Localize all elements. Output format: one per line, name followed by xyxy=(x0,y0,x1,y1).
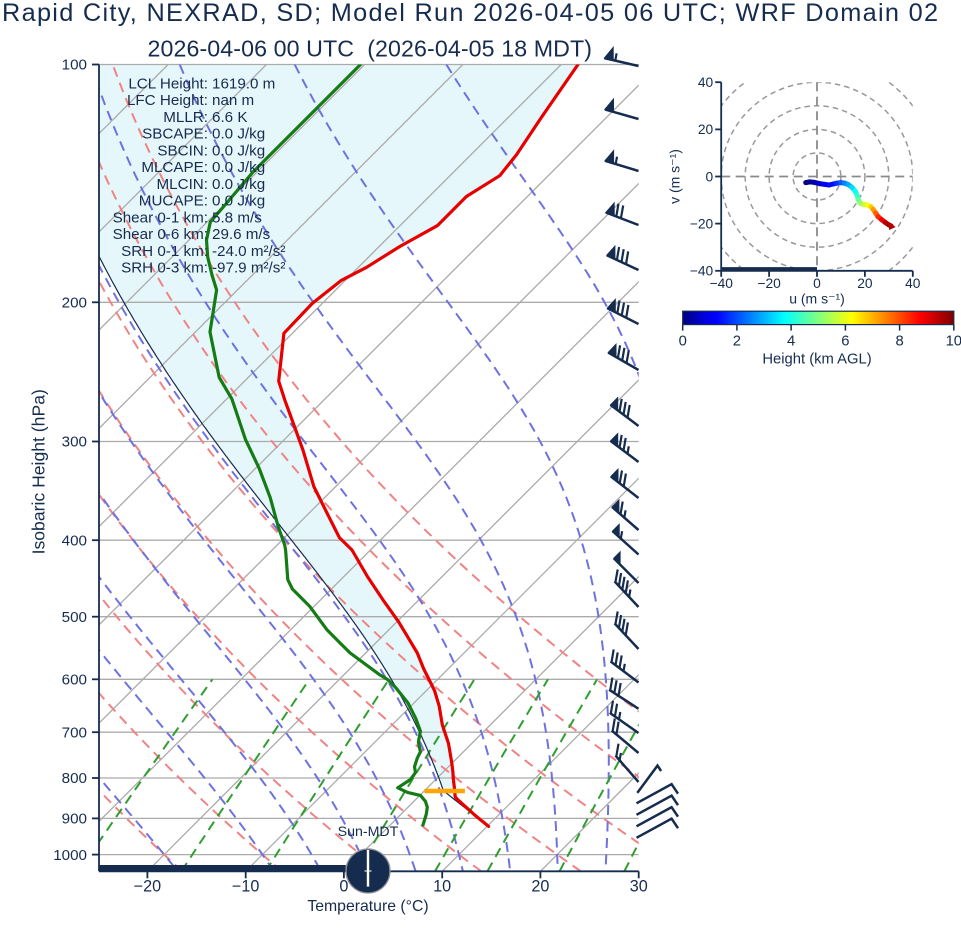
svg-text:-97.9 m²/s²: -97.9 m²/s² xyxy=(212,260,285,277)
svg-text:LFC Height:: LFC Height: xyxy=(127,92,208,109)
svg-text:300: 300 xyxy=(62,434,87,451)
svg-text:20: 20 xyxy=(531,877,549,895)
svg-text:MLLR:: MLLR: xyxy=(163,109,208,126)
svg-text:1000: 1000 xyxy=(53,847,87,864)
svg-text:SRH 0-3 km:: SRH 0-3 km: xyxy=(121,260,208,277)
svg-text:0: 0 xyxy=(679,334,687,350)
svg-text:SBCAPE:: SBCAPE: xyxy=(142,126,208,143)
svg-text:1619.0 m: 1619.0 m xyxy=(212,75,275,92)
svg-text:Shear 0-1 km:: Shear 0-1 km: xyxy=(113,209,208,226)
svg-text:400: 400 xyxy=(62,532,87,549)
svg-text:500: 500 xyxy=(62,609,87,626)
svg-text:MLCAPE:: MLCAPE: xyxy=(141,159,208,176)
svg-text:8: 8 xyxy=(895,334,903,350)
svg-text:800: 800 xyxy=(62,770,87,787)
svg-text:Shear 0-6 km:: Shear 0-6 km: xyxy=(113,226,208,243)
svg-text:-24.0 m²/s²: -24.0 m²/s² xyxy=(212,243,285,260)
svg-text:nan m: nan m xyxy=(212,92,254,109)
svg-text:MLCIN:: MLCIN: xyxy=(157,176,208,193)
svg-text:MUCAPE:: MUCAPE: xyxy=(139,193,208,210)
svg-text:5.8 m/s: 5.8 m/s xyxy=(212,209,262,226)
svg-text:20: 20 xyxy=(698,122,714,137)
svg-text:SRH 0-1 km:: SRH 0-1 km: xyxy=(121,243,208,260)
svg-text:900: 900 xyxy=(62,811,87,828)
svg-text:0.0 J/kg: 0.0 J/kg xyxy=(212,193,265,210)
svg-text:2026-04-06 00 UTC (2026-04-05: 2026-04-06 00 UTC (2026-04-05 18 MDT) xyxy=(148,36,593,62)
svg-text:u (m s⁻¹): u (m s⁻¹) xyxy=(789,291,845,307)
svg-text:Temperature (°C): Temperature (°C) xyxy=(307,898,428,915)
svg-text:40: 40 xyxy=(905,276,921,291)
svg-text:20: 20 xyxy=(857,276,873,291)
svg-text:200: 200 xyxy=(62,295,87,312)
svg-text:−20: −20 xyxy=(690,216,714,231)
svg-text:−40: −40 xyxy=(710,276,734,291)
svg-text:0.0 J/kg: 0.0 J/kg xyxy=(212,176,265,193)
svg-text:29.6 m/s: 29.6 m/s xyxy=(212,226,271,243)
svg-text:0: 0 xyxy=(339,877,348,895)
svg-text:−10: −10 xyxy=(232,877,259,895)
svg-text:0.0 J/kg: 0.0 J/kg xyxy=(212,159,265,176)
svg-text:−40: −40 xyxy=(690,264,714,279)
svg-text:−20: −20 xyxy=(757,276,781,291)
svg-text:10: 10 xyxy=(433,877,451,895)
svg-text:6.6 K: 6.6 K xyxy=(212,109,247,126)
svg-text:LCL Height:: LCL Height: xyxy=(128,75,208,92)
svg-text:Sun-MDT: Sun-MDT xyxy=(338,824,399,840)
svg-text:Rapid City, NEXRAD, SD; Model: Rapid City, NEXRAD, SD; Model Run 2026-0… xyxy=(2,0,939,27)
svg-text:600: 600 xyxy=(62,671,87,688)
svg-text:700: 700 xyxy=(62,724,87,741)
svg-text:Height (km AGL): Height (km AGL) xyxy=(762,352,871,368)
svg-text:10: 10 xyxy=(946,334,961,350)
svg-text:0: 0 xyxy=(813,276,821,291)
svg-text:Isobaric Height (hPa): Isobaric Height (hPa) xyxy=(29,389,49,554)
svg-text:0.0 J/kg: 0.0 J/kg xyxy=(212,142,265,159)
svg-text:0.0 J/kg: 0.0 J/kg xyxy=(212,126,265,143)
svg-text:30: 30 xyxy=(630,877,648,895)
svg-text:SBCIN:: SBCIN: xyxy=(157,142,208,159)
svg-text:4: 4 xyxy=(787,334,795,350)
svg-text:6: 6 xyxy=(841,334,849,350)
svg-text:v (m s⁻¹): v (m s⁻¹) xyxy=(667,149,683,204)
svg-text:100: 100 xyxy=(62,57,87,74)
svg-text:40: 40 xyxy=(698,75,714,90)
svg-text:2: 2 xyxy=(733,334,741,350)
svg-text:0: 0 xyxy=(706,169,714,184)
svg-text:−20: −20 xyxy=(134,877,161,895)
